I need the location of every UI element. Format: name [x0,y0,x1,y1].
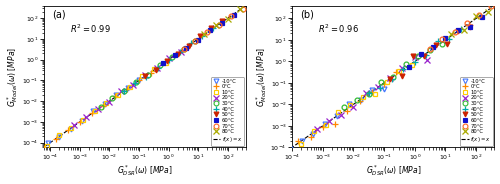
Text: (b): (b) [300,10,314,20]
X-axis label: $G^*_{DSR}(\omega)\ [MPa]$: $G^*_{DSR}(\omega)\ [MPa]$ [366,164,421,178]
Y-axis label: $G^*_{Model}(\omega)\ [MPa]$: $G^*_{Model}(\omega)\ [MPa]$ [6,46,20,107]
Legend: -10°C, 0°C, 10°C, 20°C, 30°C, 40°C, 50°C, 60°C, 70°C, 80°C, $f(x)=x$: -10°C, 0°C, 10°C, 20°C, 30°C, 40°C, 50°C… [211,77,244,146]
Legend: -10°C, 0°C, 10°C, 20°C, 30°C, 40°C, 50°C, 60°C, 70°C, 80°C, $f(x)=x$: -10°C, 0°C, 10°C, 20°C, 30°C, 40°C, 50°C… [460,77,493,146]
X-axis label: $G^*_{DSR}(\omega)\ [MPa]$: $G^*_{DSR}(\omega)\ [MPa]$ [117,164,172,178]
Text: (a): (a) [52,10,66,20]
Text: $R^2 = 0.96$: $R^2 = 0.96$ [318,23,360,35]
Y-axis label: $G^*_{Model}(\omega)\ [MPa]$: $G^*_{Model}(\omega)\ [MPa]$ [254,46,269,107]
Text: $R^2 = 0.99$: $R^2 = 0.99$ [70,23,110,35]
